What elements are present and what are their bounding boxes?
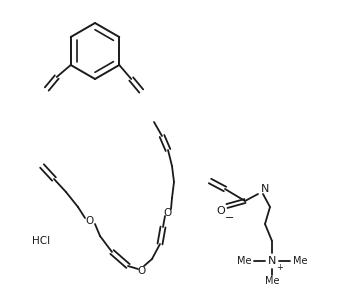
Text: O: O [217,206,226,216]
Text: N: N [261,184,269,194]
Text: O: O [164,208,172,218]
Text: O: O [137,266,145,276]
Text: O: O [86,216,94,226]
Text: Me: Me [265,276,279,286]
Text: N: N [268,256,276,266]
Text: Me: Me [237,256,251,266]
Text: +: + [277,263,284,271]
Text: Me: Me [293,256,307,266]
Text: −: − [225,213,235,223]
Text: HCl: HCl [32,236,50,246]
